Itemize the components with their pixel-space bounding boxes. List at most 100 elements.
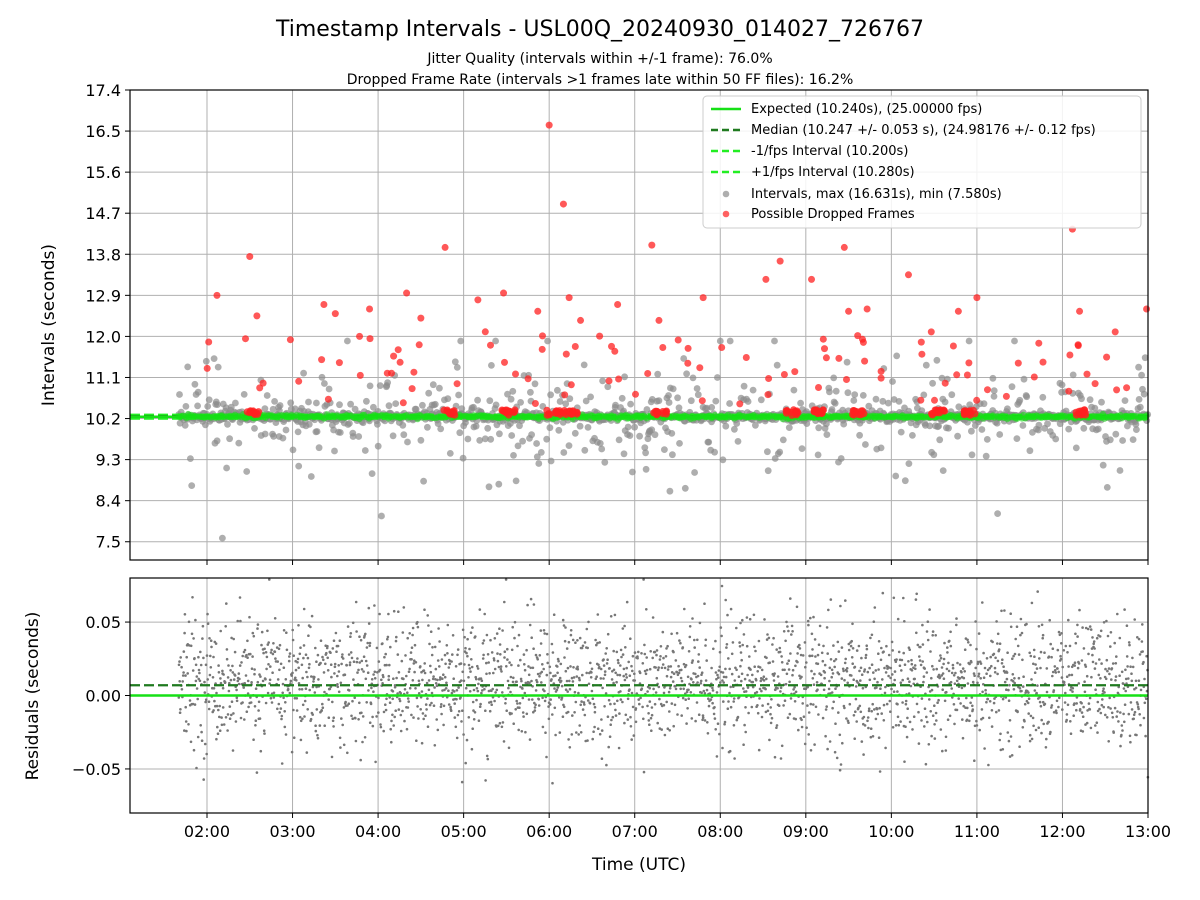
interval-point — [803, 420, 811, 427]
residual-point — [607, 745, 610, 749]
legend-label-dropped: Possible Dropped Frames — [751, 207, 915, 222]
legend: Expected (10.240s), (25.00000 fps) Media… — [702, 95, 1142, 229]
residual-point — [583, 641, 587, 644]
residual-point — [429, 670, 433, 674]
residual-point — [605, 662, 609, 665]
residual-point — [363, 736, 367, 739]
residual-point — [950, 687, 953, 690]
residual-point — [1052, 689, 1056, 692]
residual-point — [465, 651, 468, 655]
y-tick-label: 7.5 — [96, 533, 121, 552]
residual-point — [627, 660, 630, 664]
residual-point — [651, 616, 655, 619]
residual-point — [277, 647, 281, 651]
residual-point — [202, 757, 206, 760]
residual-point — [1008, 755, 1012, 758]
residual-point — [330, 675, 333, 679]
residual-point — [899, 681, 903, 684]
residual-point — [1045, 667, 1049, 670]
interval-point — [191, 380, 199, 388]
residual-point — [657, 685, 661, 689]
interval-point — [826, 388, 833, 396]
residual-point — [1089, 726, 1093, 730]
residual-point — [209, 654, 212, 658]
residual-point — [990, 709, 994, 712]
residual-point — [512, 676, 515, 680]
residual-point — [739, 621, 742, 625]
residual-point — [225, 657, 229, 661]
residual-point — [371, 715, 374, 719]
residual-point — [1106, 634, 1110, 638]
residual-point — [1052, 711, 1056, 714]
residual-point — [1008, 719, 1012, 722]
residual-point — [741, 643, 744, 647]
interval-point — [651, 431, 659, 439]
residual-point — [670, 671, 674, 674]
residual-point — [578, 724, 581, 727]
interval-point — [305, 421, 313, 428]
residual-point — [765, 638, 769, 641]
residual-point — [929, 710, 932, 713]
residual-point — [267, 663, 270, 666]
residual-point — [852, 714, 856, 717]
dropped-frame-point — [450, 407, 458, 415]
residual-point — [499, 665, 503, 668]
residual-point — [732, 724, 736, 727]
residual-point — [604, 652, 607, 655]
residual-point — [586, 646, 589, 650]
residual-point — [602, 658, 605, 661]
residual-point — [758, 697, 761, 700]
residual-point — [1062, 649, 1066, 652]
interval-point — [547, 391, 554, 399]
interval-point — [1138, 371, 1145, 379]
interval-point — [814, 451, 822, 459]
interval-point — [893, 352, 901, 360]
residual-point — [931, 634, 934, 637]
residual-point — [212, 687, 216, 690]
residual-point — [697, 713, 701, 716]
residual-point — [1007, 699, 1011, 702]
residual-point — [1040, 623, 1044, 627]
residual-point — [796, 660, 799, 664]
residual-point — [663, 733, 667, 737]
residual-point — [481, 689, 484, 692]
residual-point — [366, 671, 370, 674]
residual-point — [855, 649, 859, 652]
residual-point — [521, 711, 525, 714]
interval-point — [618, 394, 626, 402]
residual-point — [777, 704, 781, 707]
residual-point — [807, 733, 810, 736]
dropped-frame-point — [246, 253, 254, 261]
residual-point — [915, 592, 918, 596]
residual-point — [269, 665, 272, 668]
interval-point — [565, 442, 573, 449]
residual-point — [450, 691, 454, 695]
interval-point — [566, 395, 574, 403]
residual-point — [949, 630, 952, 634]
interval-point — [843, 358, 851, 366]
residual-point — [408, 686, 412, 690]
residual-point — [408, 632, 412, 635]
dropped-frame-point — [927, 328, 935, 336]
residual-point — [1090, 647, 1094, 650]
residual-point — [753, 665, 756, 668]
legend-label-median: Median (10.247 +/- 0.053 s), (24.98176 +… — [751, 123, 1096, 138]
residual-point — [844, 657, 847, 661]
residual-point — [429, 630, 433, 633]
residual-point — [476, 689, 480, 693]
residual-point — [753, 645, 756, 649]
residual-point — [291, 638, 295, 642]
residual-point — [443, 675, 447, 679]
residual-point — [461, 670, 465, 674]
residual-point — [889, 676, 892, 680]
residual-point — [400, 659, 404, 663]
residual-point — [1041, 636, 1044, 640]
interval-point — [202, 357, 210, 365]
residual-point — [319, 639, 323, 642]
residual-point — [883, 666, 886, 670]
residual-point — [572, 666, 575, 669]
residual-point — [529, 666, 532, 670]
residual-point — [718, 665, 721, 669]
residual-point — [511, 625, 514, 629]
residual-point — [333, 672, 336, 675]
